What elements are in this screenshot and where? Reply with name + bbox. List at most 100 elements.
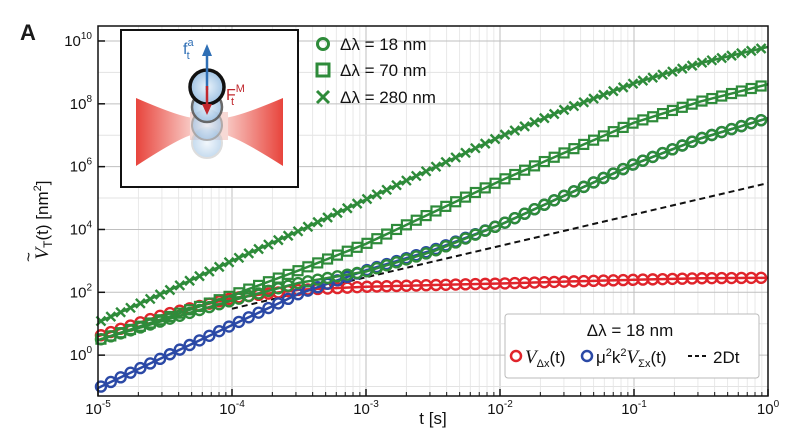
data-point xyxy=(548,108,560,120)
data-point xyxy=(154,289,166,300)
y-axis-label-close: ] xyxy=(33,181,52,186)
data-point xyxy=(647,72,659,83)
data-point xyxy=(194,270,205,282)
data-point xyxy=(114,371,127,384)
data-point xyxy=(557,189,571,203)
data-point xyxy=(529,116,540,128)
data-point xyxy=(509,125,521,136)
y-tick-label: 106 xyxy=(70,157,93,176)
data-point xyxy=(755,43,767,54)
x-tick-label: 10-1 xyxy=(621,399,647,418)
data-point xyxy=(212,324,226,338)
data-point xyxy=(577,180,590,194)
data-point xyxy=(144,357,157,370)
data-point xyxy=(263,239,274,250)
data-point xyxy=(588,93,599,104)
data-point xyxy=(124,366,137,379)
data-point xyxy=(637,75,649,86)
data-point xyxy=(607,167,620,180)
data-point xyxy=(754,114,768,127)
data-point xyxy=(381,184,393,196)
x-tick-label: 10-4 xyxy=(219,399,245,418)
data-point xyxy=(508,211,521,225)
data-point xyxy=(626,158,640,171)
laser-beam-right xyxy=(222,98,283,166)
plot-border xyxy=(97,25,769,397)
series-layer xyxy=(94,43,769,393)
y-tick-label: 102 xyxy=(70,282,93,301)
data-point xyxy=(726,50,737,61)
data-point xyxy=(292,225,304,237)
laser-beam-left xyxy=(136,98,195,166)
data-point xyxy=(558,104,570,116)
x-tick-label: 100 xyxy=(757,399,780,418)
data-point xyxy=(351,198,363,209)
legend-marker-vdx xyxy=(509,349,523,363)
data-point xyxy=(499,129,511,140)
data-point xyxy=(657,69,668,80)
series-2 xyxy=(95,43,769,327)
data-point xyxy=(440,156,452,168)
data-point xyxy=(163,348,177,361)
data-point xyxy=(686,60,698,71)
data-point xyxy=(597,171,610,185)
data-point xyxy=(538,198,551,211)
y-tick-label: 108 xyxy=(70,94,93,113)
svg-text:VT(t) [nm2]: VT(t) [nm2] xyxy=(32,181,55,260)
y-axis-label: VT(t) [nm2] ~ xyxy=(19,181,55,262)
data-point xyxy=(450,152,462,163)
data-point xyxy=(371,189,383,200)
data-point xyxy=(183,338,196,352)
data-point xyxy=(94,380,108,393)
data-point xyxy=(617,82,629,93)
data-point xyxy=(174,280,186,291)
data-point xyxy=(459,232,472,245)
data-point xyxy=(460,147,471,159)
data-point xyxy=(252,306,265,319)
data-point xyxy=(223,256,235,268)
y-axis-label-exp: 2 xyxy=(32,185,44,191)
data-point xyxy=(430,161,442,173)
panel-letter: A xyxy=(20,20,36,45)
data-point xyxy=(538,112,550,124)
data-point xyxy=(134,361,147,375)
data-point xyxy=(519,121,530,132)
data-point xyxy=(391,179,402,191)
legend-marker-x xyxy=(315,89,331,105)
data-point xyxy=(312,216,324,228)
data-point xyxy=(105,311,117,323)
series-1 xyxy=(95,80,769,345)
data-point xyxy=(281,292,295,306)
data-point xyxy=(125,302,136,314)
legend-label-18nm: Δλ = 18 nm xyxy=(340,35,426,54)
data-point xyxy=(755,80,767,92)
y-tick-label: 1010 xyxy=(64,31,92,50)
legend-marker-circle xyxy=(316,37,330,51)
legend-label-70nm: Δλ = 70 nm xyxy=(340,61,426,80)
data-point xyxy=(213,261,225,273)
legend-marker-vsx xyxy=(580,349,594,363)
data-point xyxy=(302,221,314,233)
data-point xyxy=(547,194,561,207)
data-point xyxy=(528,203,541,216)
data-point xyxy=(341,202,353,214)
data-point xyxy=(262,301,275,315)
data-point xyxy=(498,216,512,229)
data-point xyxy=(696,57,708,69)
legend-label-2dt: 2Dt xyxy=(713,348,740,367)
data-point xyxy=(272,297,285,310)
data-point xyxy=(439,240,453,253)
data-point xyxy=(361,193,373,205)
data-point xyxy=(222,320,236,333)
data-point xyxy=(745,45,757,57)
x-tick-label: 10-5 xyxy=(85,399,111,418)
data-point xyxy=(479,138,491,149)
data-point xyxy=(706,54,718,66)
trap-force-arrowhead xyxy=(202,104,212,115)
data-point xyxy=(578,96,590,108)
data-point xyxy=(420,165,432,177)
x-tick-label: 10-3 xyxy=(353,399,379,418)
data-point xyxy=(736,47,747,59)
data-point xyxy=(587,176,600,189)
